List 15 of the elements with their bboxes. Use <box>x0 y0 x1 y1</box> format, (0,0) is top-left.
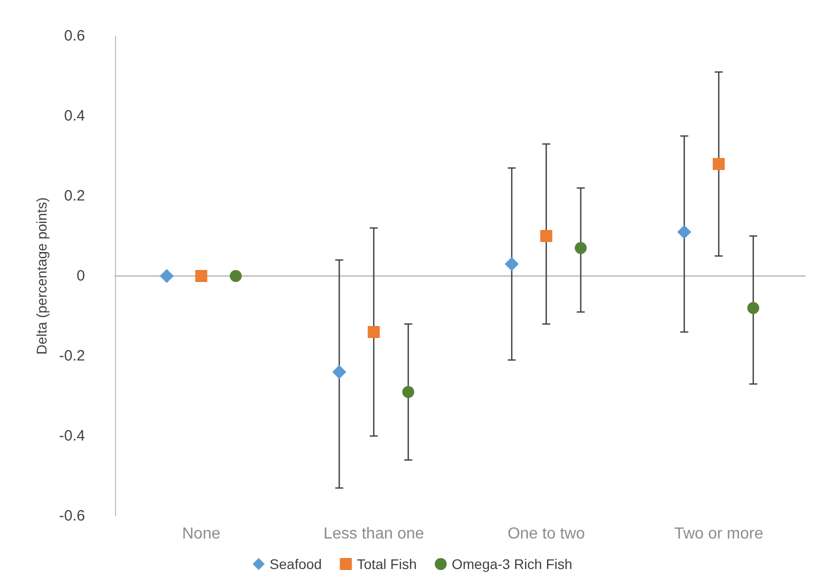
y-tick-label: 0.6 <box>64 28 85 44</box>
x-tick-label: One to two <box>508 526 586 542</box>
y-tick-label: -0.4 <box>59 428 85 444</box>
y-tick-label: -0.2 <box>59 348 85 364</box>
y-tick-label: -0.6 <box>59 508 85 524</box>
y-tick-label: 0.2 <box>64 188 85 204</box>
x-tick-label: Two or more <box>674 526 764 542</box>
legend-label: Omega-3 Rich Fish <box>452 556 572 572</box>
x-tick-label: None <box>182 526 220 542</box>
y-axis-title: Delta (percentage points) <box>33 197 50 355</box>
y-tick-label: 0.4 <box>64 108 85 124</box>
x-tick-label: Less than one <box>323 526 424 542</box>
legend-label: Total Fish <box>356 556 417 572</box>
legend-label: Seafood <box>270 556 322 572</box>
y-tick-label: 0 <box>76 268 85 284</box>
